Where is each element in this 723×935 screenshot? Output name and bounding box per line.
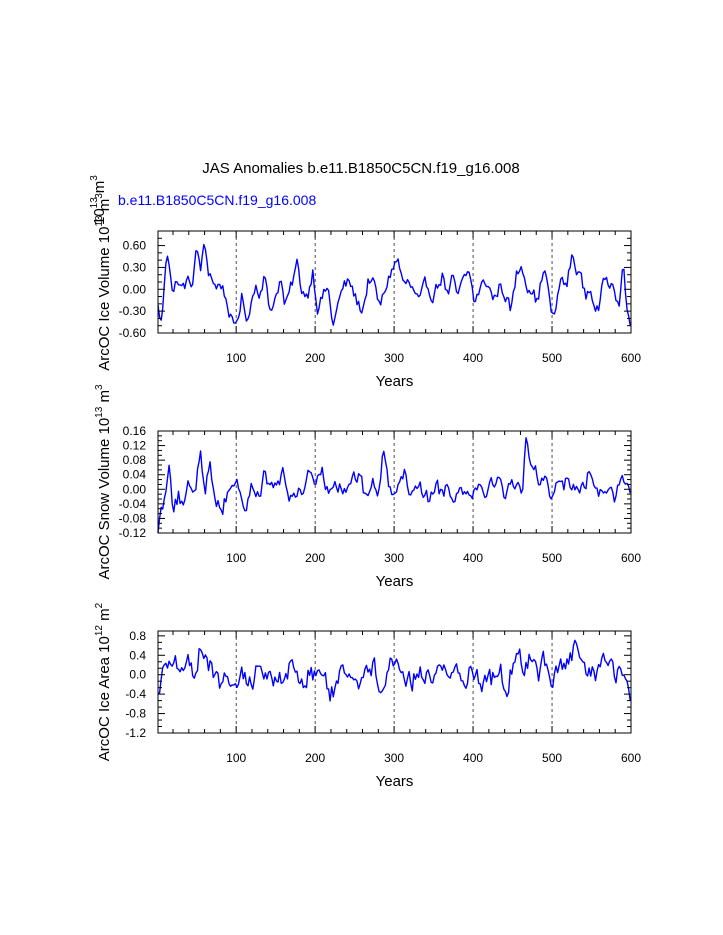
units-main: m [91,181,108,194]
y-axis-label-unit: m [96,390,113,407]
x-axis-label-2: Years [376,573,414,590]
x-axis-label-1: Years [376,373,414,390]
x-tick-label-300: 300 [384,351,404,365]
panel-3: 100 200 300 400 500 600 -1.2 -0.8 -0.4 0.0 0.4 0.8 Y… [94,602,641,790]
x-tick-label-400: 400 [463,551,483,565]
y-axis-label-unit-exp: 2 [94,602,105,608]
y-axis-label-unit-exp: 3 [94,193,105,199]
y-tick-label-2: 0.00 [123,282,147,296]
y-axis-label-main: ArcOC Ice Volume 10 [96,227,113,371]
x-tick-label-100: 100 [226,751,246,765]
y-tick-label-5: 0.08 [123,453,147,467]
y-tick-label-4: 0.04 [123,468,147,482]
y-tick-label-1: -0.30 [119,304,147,318]
y-tick-label-4: 0.60 [123,239,147,253]
y-axis-label-exp: 13 [94,406,105,418]
y-tick-label-0: -0.60 [119,326,147,340]
y-axis-label-1: ArcOC Ice Volume 1013 m3 [94,193,113,371]
series-line-2 [157,437,631,533]
chart-title: JAS Anomalies b.e11.B1850C5CN.f19_g16.00… [202,160,519,177]
y-tick-label-7: 0.16 [123,424,147,438]
x-tick-label-100: 100 [226,351,246,365]
x-tick-label-500: 500 [542,751,562,765]
y-axis-label-main: ArcOC Snow Volume 10 [96,418,113,580]
panels-group: 100 200 300 400 500 600 -0.60 -0.30 0.00 0.30 0.60… [89,175,641,790]
series-line-1 [157,243,631,326]
x-tick-label-300: 300 [384,751,404,765]
x-tick-label-200: 200 [305,551,325,565]
y-axis-label-unit: m [96,608,113,625]
y-tick-label-3: 0.00 [123,482,147,496]
units-label: 1013 m3 [89,175,108,225]
x-tick-label-400: 400 [463,751,483,765]
y-axis-label-unit: m [96,199,113,216]
x-tick-label-600: 600 [621,551,641,565]
series-line-3 [157,639,631,702]
panel-1: 100 200 300 400 500 600 -0.60 -0.30 0.00 0.30 0.60… [94,193,641,390]
y-tick-label-2: -0.4 [125,687,146,701]
y-tick-label-0: -1.2 [125,726,146,740]
units-prefix-exp: 13 [89,197,100,209]
y-axis-label-unit-exp: 3 [94,384,105,390]
y-tick-label-3: 0.30 [123,260,147,274]
y-tick-label-4: 0.4 [129,648,146,662]
x-tick-label-400: 400 [463,351,483,365]
y-tick-label-5: 0.8 [129,629,146,643]
x-tick-label-300: 300 [384,551,404,565]
y-tick-label-0: -0.12 [119,526,147,540]
units-prefix: 10 [91,208,108,225]
y-axis-label-2: ArcOC Snow Volume 1013 m3 [94,384,113,580]
y-tick-label-6: 0.12 [123,439,147,453]
x-axis-label-3: Years [376,773,414,790]
y-tick-label-1: -0.08 [119,511,147,525]
x-tick-label-100: 100 [226,551,246,565]
y-tick-label-3: 0.0 [129,668,146,682]
y-tick-label-2: -0.04 [119,497,147,511]
y-axis-label-exp: 13 [94,215,105,227]
x-tick-label-200: 200 [305,751,325,765]
y-axis-label-main: ArcOC Ice Area 10 [96,636,113,761]
y-axis-label-3: ArcOC Ice Area 1012 m2 [94,602,113,761]
x-tick-label-500: 500 [542,551,562,565]
x-tick-label-500: 500 [542,351,562,365]
panel-2: 100 200 300 400 500 600-0.12-0.08-0.040.000.0… [94,384,641,590]
x-tick-label-200: 200 [305,351,325,365]
x-tick-label-600: 600 [621,751,641,765]
series-subtitle: b.e11.B1850C5CN.f19_g16.008 [118,192,316,208]
y-tick-label-1: -0.8 [125,707,146,721]
units-exp: 3 [89,175,100,181]
y-axis-label-exp: 12 [94,625,105,637]
x-tick-label-600: 600 [621,351,641,365]
